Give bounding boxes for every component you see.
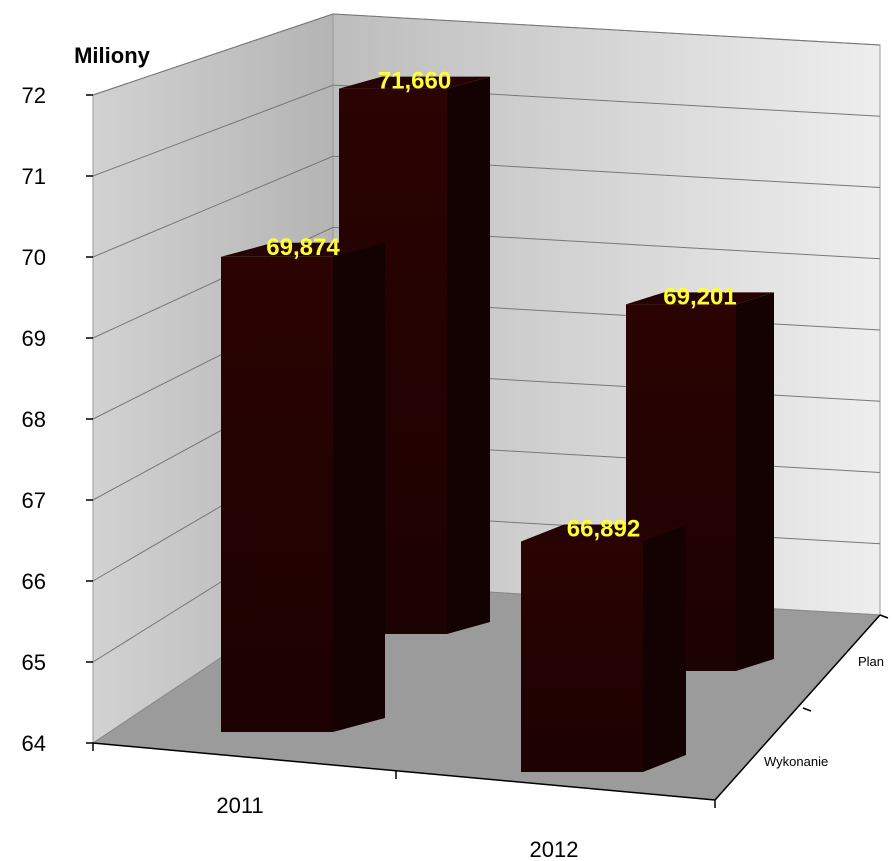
bar-side (447, 76, 490, 634)
bar-top (221, 242, 385, 257)
y-tick-label: 66 (22, 569, 46, 594)
x-category-label: 2011 (216, 793, 263, 818)
y-tick-label: 67 (22, 488, 46, 513)
gridline (92, 155, 881, 258)
gridline (92, 84, 881, 177)
data-label: 69,874 (266, 234, 340, 261)
x-category-label: 2012 (530, 837, 579, 861)
y-tick-label: 68 (22, 407, 46, 432)
y-axis: 64 65 66 67 68 69 70 71 72 (22, 83, 93, 756)
depth-axis-line (714, 614, 881, 801)
gridline (92, 226, 881, 339)
bar-top (521, 524, 686, 542)
bars (221, 76, 774, 772)
bar-wykonanie-2012 (521, 524, 686, 772)
bar-wykonanie-2011 (221, 242, 385, 732)
data-label: 69,201 (663, 283, 736, 310)
bar-side (333, 242, 385, 732)
bar-top (626, 292, 774, 305)
x-axis-line (92, 742, 716, 801)
bar-front (221, 256, 333, 732)
y-tick-label: 65 (22, 650, 46, 675)
bar-front (521, 541, 643, 772)
depth-tick-mark (879, 614, 889, 619)
y-tick-label: 64 (22, 731, 46, 756)
y-tick-label: 71 (22, 164, 46, 189)
x-axis: 2011 2012 (92, 614, 889, 861)
bar-side (736, 292, 774, 671)
y-unit-label: Miliony (74, 43, 151, 68)
bar-top (339, 76, 490, 89)
gridline (92, 13, 881, 96)
y-tick-label: 72 (22, 83, 46, 108)
series-label-plan: Plan (858, 654, 884, 669)
data-label: 66,892 (567, 516, 640, 543)
data-label: 71,660 (378, 68, 451, 95)
y-tick-label: 69 (22, 326, 46, 351)
series-label-wykonanie: Wykonanie (764, 754, 828, 769)
depth-tick-mark (802, 707, 812, 712)
y-tick-label: 70 (22, 245, 46, 270)
data-labels: 71,660 69,201 69,874 66,892 (266, 68, 736, 543)
bar-side (643, 524, 686, 772)
